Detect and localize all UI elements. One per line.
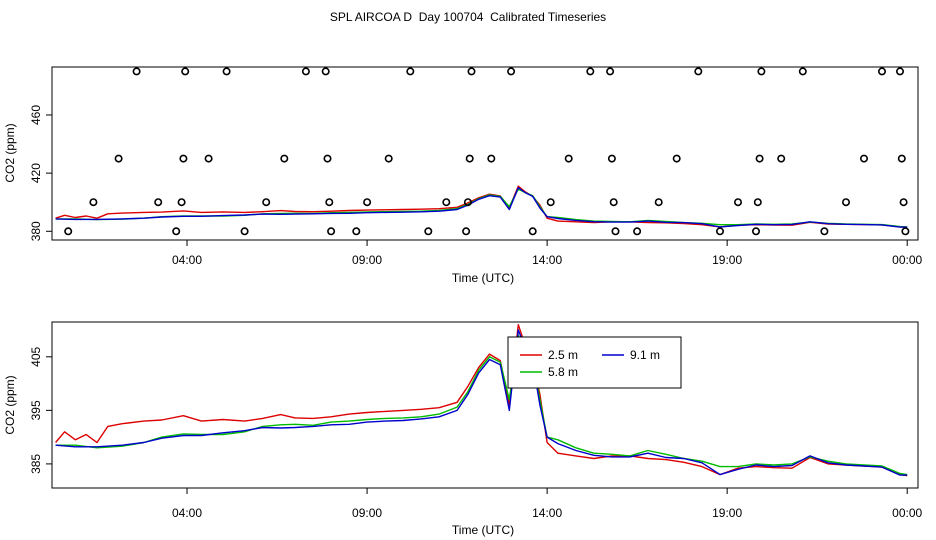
x-tick-label: 14:00	[532, 506, 562, 520]
data-point-marker	[280, 154, 289, 163]
data-point-marker	[841, 198, 850, 207]
data-point-marker	[753, 198, 762, 207]
data-point-marker	[363, 198, 372, 207]
data-point-marker	[442, 198, 451, 207]
data-point-marker	[507, 67, 516, 76]
x-axis-label: Time (UTC)	[452, 271, 514, 285]
x-tick-label: 09:00	[352, 506, 382, 520]
y-axis-label: CO2 (ppm)	[3, 375, 17, 434]
data-point-marker	[757, 67, 766, 76]
plot-frame	[51, 66, 919, 241]
series-line-2-5-m	[55, 185, 908, 228]
data-point-marker	[564, 154, 573, 163]
data-point-marker	[327, 227, 336, 236]
data-point-marker	[240, 227, 249, 236]
y-tick-label: 395	[29, 400, 43, 420]
data-point-marker	[467, 67, 476, 76]
data-point-marker	[179, 154, 188, 163]
series-line-9-1-m	[55, 186, 908, 228]
x-tick-label: 04:00	[172, 253, 202, 267]
legend-label: 9.1 m	[630, 348, 660, 362]
series-line-5-8-m	[55, 188, 908, 228]
y-tick-label: 385	[29, 454, 43, 474]
data-point-marker	[301, 67, 310, 76]
data-point-marker	[424, 227, 433, 236]
y-tick-label: 380	[29, 221, 43, 241]
data-point-marker	[899, 198, 908, 207]
data-point-marker	[465, 154, 474, 163]
data-point-marker	[798, 67, 807, 76]
data-point-marker	[321, 67, 330, 76]
y-tick-label: 405	[29, 346, 43, 366]
data-point-marker	[654, 198, 663, 207]
x-tick-label: 00:00	[892, 506, 922, 520]
data-point-marker	[611, 227, 620, 236]
data-point-marker	[352, 227, 361, 236]
data-point-marker	[859, 154, 868, 163]
x-tick-label: 00:00	[892, 253, 922, 267]
data-point-marker	[733, 198, 742, 207]
data-point-marker	[462, 227, 471, 236]
data-point-marker	[323, 154, 332, 163]
y-axis-label: CO2 (ppm)	[3, 123, 17, 182]
bottom-panel: 04:00 09:00 14:00 19:00 00:00 385 395 405 Time (…	[3, 321, 923, 537]
series-line-9-1-m	[55, 329, 908, 476]
x-axis-label: Time (UTC)	[452, 523, 514, 537]
y-tick-label: 420	[29, 163, 43, 183]
legend-box	[507, 336, 682, 389]
data-point-marker	[64, 227, 73, 236]
data-point-marker	[114, 154, 123, 163]
data-point-marker	[406, 67, 415, 76]
data-point-marker	[154, 198, 163, 207]
y-tick-label: 460	[29, 105, 43, 125]
data-point-marker	[609, 198, 618, 207]
data-point-marker	[694, 67, 703, 76]
x-tick-label: 14:00	[532, 253, 562, 267]
series-line-2-5-m	[55, 324, 908, 477]
x-tick-label: 04:00	[172, 506, 202, 520]
data-point-marker	[132, 67, 141, 76]
data-point-marker	[181, 67, 190, 76]
marker-group	[64, 67, 910, 236]
data-point-marker	[325, 198, 334, 207]
page-title: SPL AIRCOA D Day 100704 Calibrated Times…	[329, 10, 607, 24]
data-point-marker	[528, 227, 537, 236]
data-point-marker	[222, 67, 231, 76]
data-point-marker	[384, 154, 393, 163]
top-panel: 04:00 09:00 14:00 19:00 00:00 380 420 460 Time (…	[3, 66, 923, 285]
data-point-marker	[204, 154, 213, 163]
data-point-marker	[546, 198, 555, 207]
data-point-marker	[895, 67, 904, 76]
data-point-marker	[755, 154, 764, 163]
legend-label: 5.8 m	[548, 365, 578, 379]
x-tick-label: 19:00	[712, 506, 742, 520]
data-point-marker	[606, 67, 615, 76]
data-point-marker	[177, 198, 186, 207]
data-point-marker	[901, 227, 910, 236]
data-point-marker	[820, 227, 829, 236]
series-line-5-8-m	[55, 334, 908, 476]
data-point-marker	[633, 227, 642, 236]
data-point-marker	[897, 154, 906, 163]
data-point-marker	[672, 154, 681, 163]
data-point-marker	[172, 227, 181, 236]
x-tick-label: 19:00	[712, 253, 742, 267]
data-point-marker	[715, 227, 724, 236]
data-point-marker	[586, 67, 595, 76]
data-point-marker	[463, 198, 472, 207]
plot-frame	[51, 321, 919, 489]
data-point-marker	[751, 227, 760, 236]
x-tick-label: 09:00	[352, 253, 382, 267]
data-point-marker	[607, 154, 616, 163]
data-point-marker	[487, 154, 496, 163]
series-group	[55, 185, 908, 228]
data-point-marker	[89, 198, 98, 207]
legend: 2.5 m 5.8 m 9.1 m	[507, 336, 682, 389]
legend-label: 2.5 m	[548, 348, 578, 362]
data-point-marker	[777, 154, 786, 163]
series-group	[55, 324, 908, 477]
data-point-marker	[877, 67, 886, 76]
data-point-marker	[262, 198, 271, 207]
